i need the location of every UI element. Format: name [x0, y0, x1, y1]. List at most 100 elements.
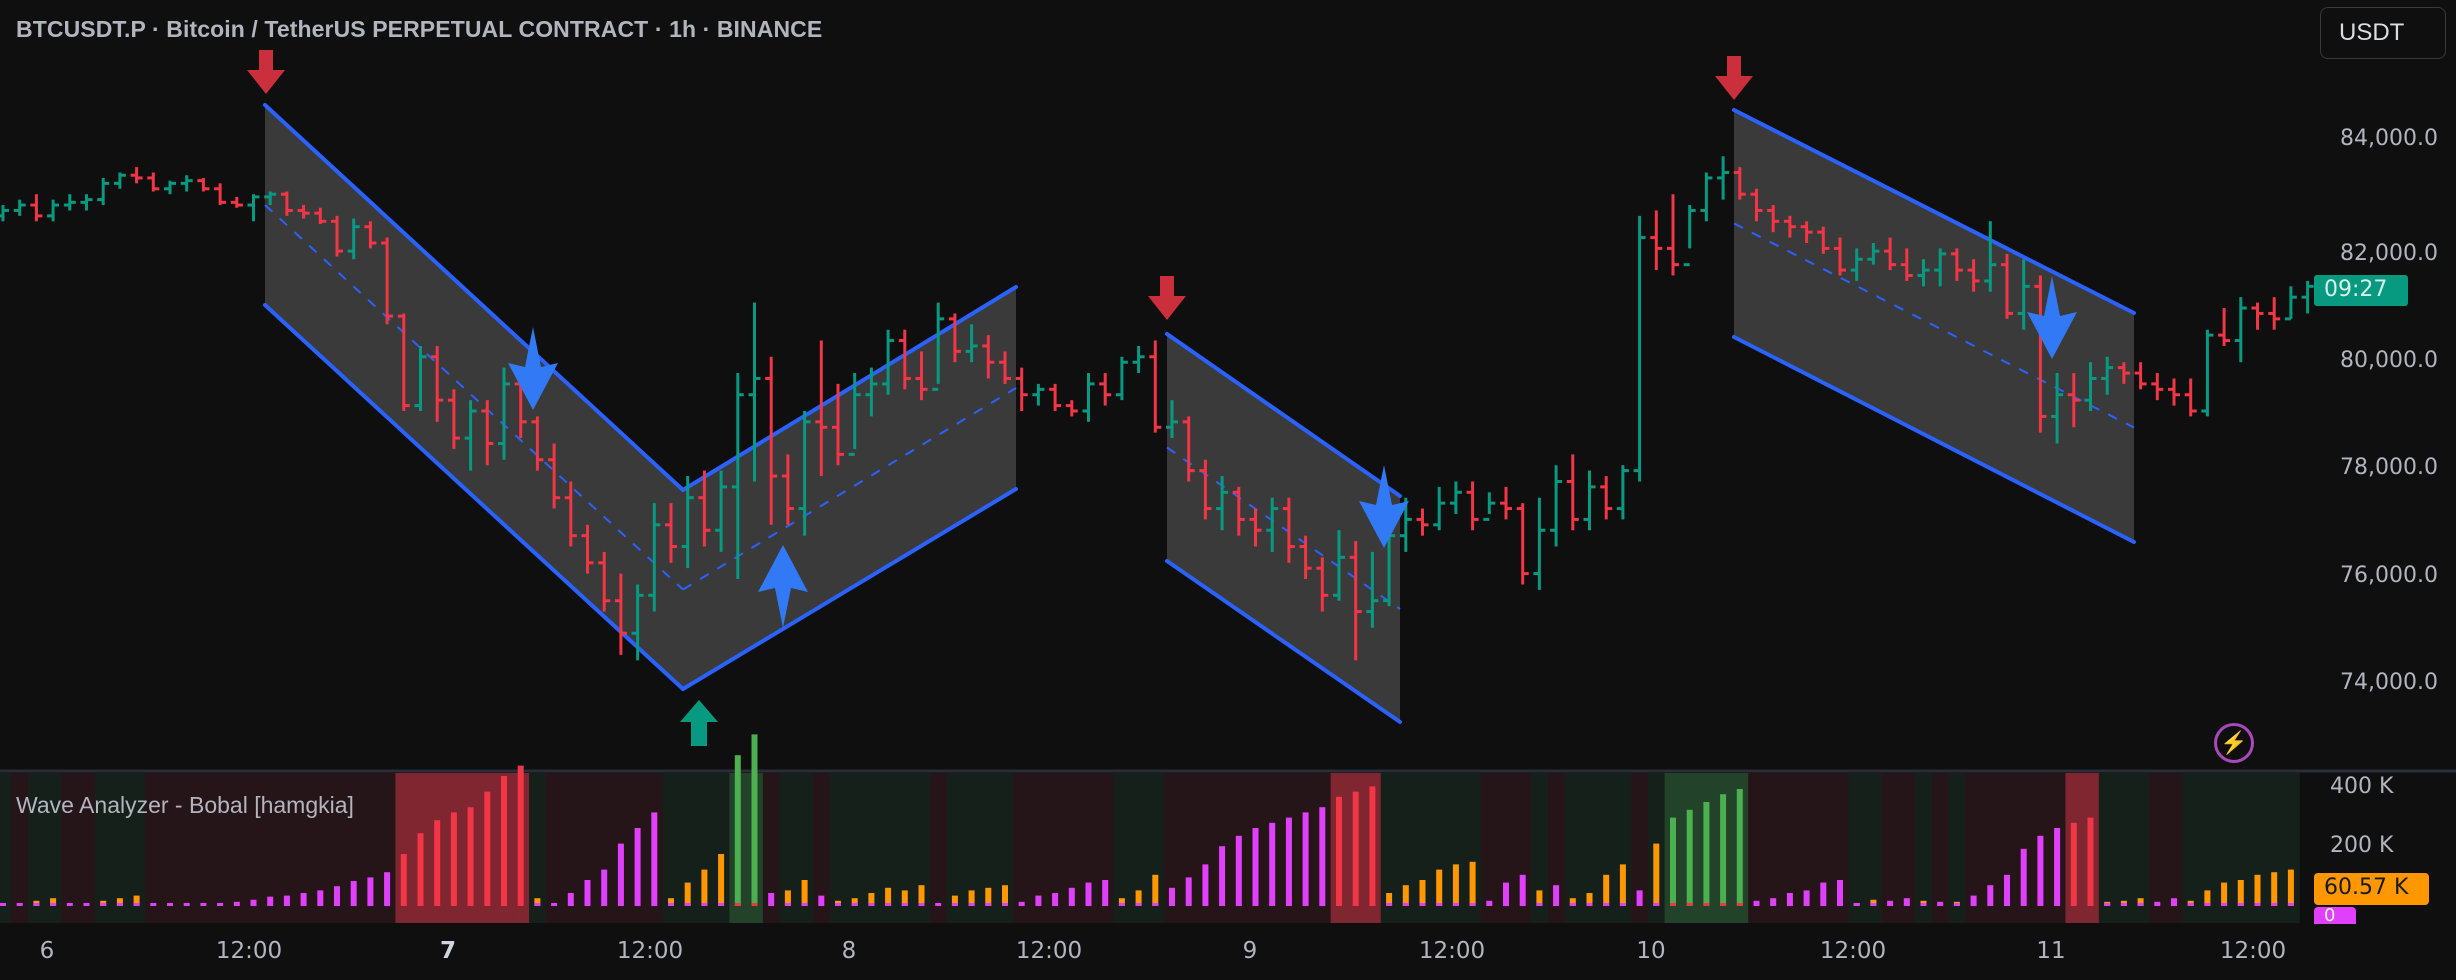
indicator-bar-base — [801, 903, 808, 906]
indicator-bar — [1820, 882, 1827, 906]
indicator-bar — [1870, 899, 1877, 906]
indicator-bar-base — [534, 903, 541, 906]
indicator-bar-base — [951, 903, 958, 906]
indicator-bar-base — [1720, 903, 1727, 906]
channel-lower-line — [1732, 335, 2136, 544]
indicator-bar — [1736, 789, 1743, 906]
indicator-band — [1464, 773, 1482, 923]
sell-arrow-icon — [1715, 56, 1753, 100]
indicator-band — [863, 773, 881, 923]
indicator-band — [1831, 773, 1849, 923]
indicator-band — [1915, 773, 1933, 923]
indicator-bar — [1352, 791, 1359, 906]
indicator-band — [11, 773, 29, 923]
indicator-band — [1614, 773, 1632, 923]
indicator-bar — [1402, 885, 1409, 906]
indicator-bar — [2087, 817, 2094, 906]
indicator-band — [1046, 773, 1064, 923]
indicator-bar — [334, 886, 340, 906]
indicator-bar-base — [1870, 903, 1877, 906]
indicator-band — [1397, 773, 1415, 923]
indicator-bar-base — [968, 903, 975, 906]
indicator-bar — [2254, 874, 2261, 906]
indicator-bar — [2054, 828, 2061, 906]
indicator-bar-base — [1452, 903, 1459, 906]
indicator-bar-base — [50, 903, 57, 906]
indicator-band — [2165, 773, 2183, 923]
indicator-band — [879, 773, 897, 923]
currency-button[interactable]: USDT — [2320, 7, 2446, 59]
indicator-band — [1447, 773, 1465, 923]
indicator-bar — [2037, 835, 2044, 906]
indicator-band — [1146, 773, 1165, 923]
indicator-bar — [2237, 880, 2244, 906]
indicator-bar — [1035, 895, 1042, 906]
indicator-band — [1981, 773, 2000, 923]
indicator-band — [295, 773, 313, 923]
indicator-bar — [885, 887, 892, 906]
indicator-band — [913, 773, 931, 923]
indicator-band — [779, 773, 797, 923]
indicator-bar — [1703, 802, 1710, 906]
price-label: 80,000.0 — [2340, 348, 2438, 373]
indicator-bar-base — [1436, 903, 1443, 906]
channel-upper-line — [1165, 332, 1402, 498]
indicator-bar — [801, 880, 808, 906]
indicator-bar — [1452, 864, 1459, 906]
indicator-band — [929, 773, 948, 923]
indicator-band — [228, 773, 246, 923]
time-label: 12:00 — [215, 938, 283, 964]
time-label: 9 — [1242, 938, 1258, 964]
indicator-band — [2249, 773, 2267, 923]
indicator-bar — [1670, 817, 1676, 906]
indicator-bar-base — [1536, 903, 1543, 906]
indicator-band — [128, 773, 146, 923]
indicator-bar — [233, 901, 240, 906]
indicator-bar — [1586, 893, 1593, 906]
indicator-band — [328, 773, 346, 923]
lightning-icon[interactable]: ⚡ — [2214, 723, 2254, 763]
indicator-bar-base — [1118, 903, 1125, 906]
indicator-bar-base — [668, 903, 674, 906]
indicator-band — [1781, 773, 1799, 923]
indicator-bar — [267, 896, 274, 906]
indicator-bar — [818, 895, 825, 906]
time-label: 12:00 — [1015, 938, 1083, 964]
indicator-band — [78, 773, 96, 923]
channel-lower-line — [263, 303, 685, 691]
indicator-bar-base — [784, 903, 791, 906]
indicator-bar — [467, 807, 474, 906]
indicator-bar — [1252, 828, 1259, 906]
indicator-bar — [484, 791, 491, 906]
indicator-bar-base — [1736, 903, 1743, 906]
indicator-bar-base — [1619, 903, 1626, 906]
indicator-bar-base — [718, 903, 725, 906]
wave-up-arrow-icon — [758, 545, 808, 628]
indicator-bar — [951, 895, 958, 906]
indicator-bar — [367, 877, 374, 906]
indicator-bar-base — [734, 903, 741, 906]
indicator-band — [195, 773, 213, 923]
indicator-band — [1865, 773, 1883, 923]
indicator-band — [44, 773, 62, 923]
indicator-bar — [1436, 869, 1443, 906]
indicator-bar — [1386, 893, 1393, 906]
indicator-band — [1063, 773, 1081, 923]
indicator-bar — [784, 890, 791, 906]
indicator-band — [979, 773, 998, 923]
indicator-band — [846, 773, 864, 923]
time-label: 11 — [2036, 938, 2066, 964]
indicator-bar — [1486, 900, 1493, 906]
indicator-value-badge: 60.57 K — [2314, 873, 2429, 905]
indicator-bar-base — [1402, 903, 1409, 906]
indicator-bar — [1887, 900, 1894, 906]
indicator-bar — [1135, 890, 1142, 906]
indicator-bar — [868, 893, 875, 906]
indicator-bar-base — [868, 903, 875, 906]
indicator-band — [1798, 773, 1816, 923]
indicator-band — [1197, 773, 1215, 923]
indicator-bar — [1302, 812, 1309, 906]
wave-down-arrow-icon — [508, 327, 558, 410]
indicator-band — [1080, 773, 1098, 923]
